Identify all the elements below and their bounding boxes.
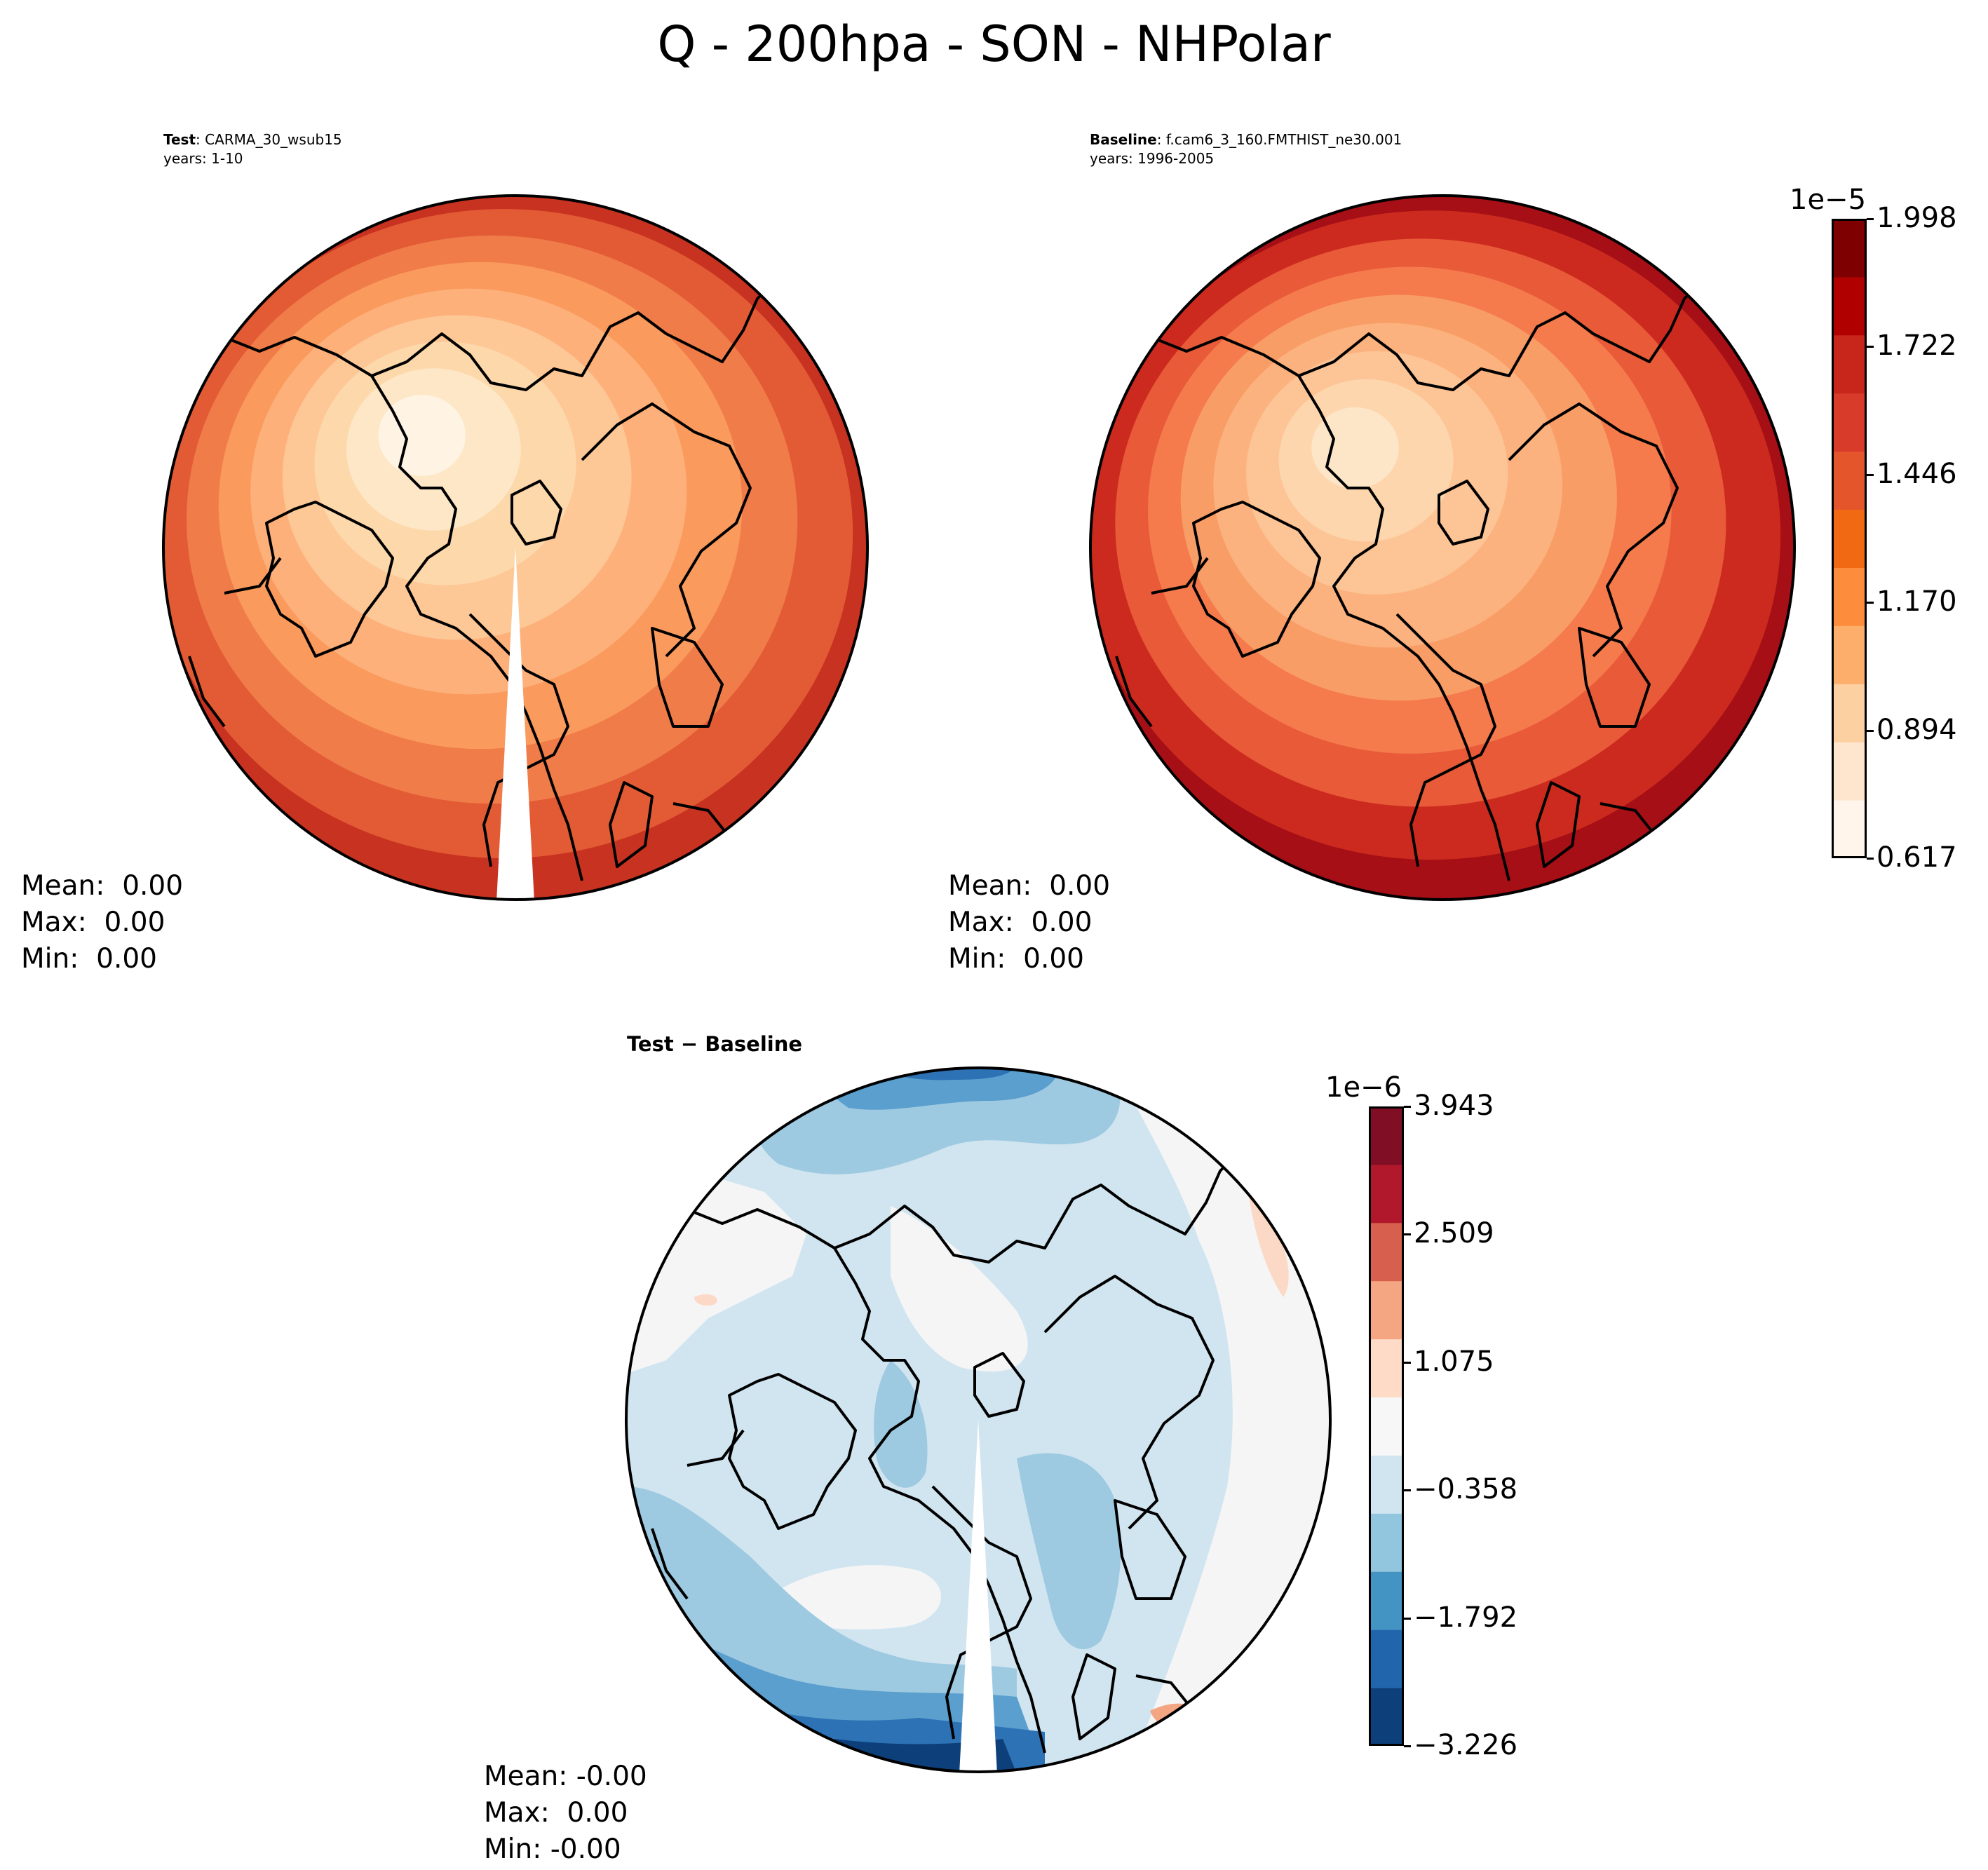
baseline-max: Max: 0.00: [948, 907, 1093, 938]
diff-mean: Mean: -0.00: [484, 1761, 647, 1792]
top-colorbar-tick-label: 0.894: [1877, 713, 1957, 746]
top-colorbar-swatch: [1832, 800, 1867, 858]
test-panel-label: Test: CARMA_30_wsub15: [163, 130, 342, 149]
top-colorbar-swatch: [1832, 276, 1867, 336]
diff-map-border: [625, 1066, 1332, 1773]
bottom-colorbar-swatch: [1369, 1630, 1404, 1688]
bottom-colorbar-tick-label: −0.358: [1414, 1473, 1518, 1506]
bottom-colorbar-tick-mark: [1404, 1745, 1411, 1747]
top-colorbar-tick-mark: [1867, 858, 1874, 860]
test-min: Min: 0.00: [21, 943, 157, 975]
bottom-colorbar-tick-label: 1.075: [1414, 1345, 1494, 1378]
test-max: Max: 0.00: [21, 907, 165, 938]
bottom-colorbar-swatch: [1369, 1339, 1404, 1398]
top-colorbar-swatch: [1832, 742, 1867, 801]
baseline-map-border: [1089, 194, 1796, 901]
diff-panel-title: Test − Baseline: [627, 1032, 803, 1056]
diff-max: Max: 0.00: [484, 1797, 628, 1829]
bottom-colorbar-swatch: [1369, 1397, 1404, 1456]
test-contour-band: [378, 395, 466, 476]
figure-title: Q - 200hpa - SON - NHPolar: [657, 15, 1331, 73]
top-colorbar-swatch: [1832, 219, 1867, 278]
bottom-colorbar-swatch: [1369, 1571, 1404, 1630]
top-colorbar-swatch: [1832, 509, 1867, 568]
top-colorbar-swatch: [1832, 451, 1867, 510]
baseline-coastlines: [1115, 262, 1728, 881]
top-colorbar-tick-mark: [1867, 729, 1874, 732]
bottom-colorbar-swatch: [1369, 1280, 1404, 1340]
top-colorbar-swatch: [1832, 393, 1867, 452]
test-contour-field: [163, 196, 867, 900]
bottom-colorbar-tick-mark: [1404, 1361, 1411, 1364]
bottom-colorbar-tick-label: −3.226: [1414, 1729, 1518, 1761]
diff-min: Min: -0.00: [484, 1834, 621, 1865]
test-missing-wedge: [496, 548, 534, 902]
top-colorbar-swatch: [1832, 567, 1867, 626]
bottom-colorbar: [1369, 1106, 1404, 1746]
test-stats: Mean: 0.00 Max: 0.00 Min: 0.00: [21, 868, 183, 977]
test-label-bold: Test: [163, 131, 196, 148]
bottom-colorbar-tick-mark: [1404, 1233, 1411, 1236]
baseline-contour-band: [1311, 407, 1399, 489]
top-colorbar-tick-mark: [1867, 218, 1874, 220]
bottom-colorbar-swatch: [1369, 1455, 1404, 1514]
top-colorbar-tick-mark: [1867, 473, 1874, 476]
top-colorbar-tick-mark: [1867, 602, 1874, 604]
baseline-label-bold: Baseline: [1090, 131, 1157, 148]
bottom-colorbar-exponent: 1e−6: [1325, 1071, 1402, 1104]
top-colorbar-tick-label: 1.722: [1877, 330, 1957, 363]
top-colorbar-swatch: [1832, 625, 1867, 684]
diff-missing-wedge: [959, 1420, 997, 1774]
top-colorbar-swatch: [1832, 334, 1867, 394]
test-polar-map: [162, 194, 869, 902]
test-label-name: : CARMA_30_wsub15: [196, 131, 342, 148]
baseline-min: Min: 0.00: [948, 943, 1084, 975]
bottom-colorbar-tick-label: 2.509: [1414, 1217, 1494, 1250]
top-colorbar-swatch: [1832, 684, 1867, 743]
top-colorbar-tick-label: 1.446: [1877, 457, 1957, 490]
diff-stats: Mean: -0.00 Max: 0.00 Min: -0.00: [484, 1759, 647, 1868]
test-years: years: 1-10: [163, 150, 243, 167]
test-coastlines: [188, 262, 801, 881]
bottom-colorbar-tick-mark: [1404, 1617, 1411, 1620]
baseline-polar-map: [1089, 194, 1796, 901]
baseline-label-name: : f.cam6_3_160.FMTHIST_ne30.001: [1156, 131, 1402, 148]
baseline-years: years: 1996-2005: [1090, 150, 1215, 167]
test-mean: Mean: 0.00: [21, 870, 184, 902]
bottom-colorbar-tick-label: 3.943: [1414, 1090, 1494, 1122]
top-colorbar-tick-label: 1.170: [1877, 585, 1957, 618]
bottom-colorbar-swatch: [1369, 1106, 1404, 1165]
baseline-stats: Mean: 0.00 Max: 0.00 Min: 0.00: [948, 868, 1110, 977]
bottom-colorbar-tick-label: −1.792: [1414, 1601, 1518, 1634]
top-colorbar-exponent: 1e−5: [1790, 184, 1867, 216]
bottom-colorbar-tick-mark: [1404, 1106, 1411, 1108]
top-colorbar-tick-label: 0.617: [1877, 841, 1957, 874]
bottom-colorbar-tick-mark: [1404, 1489, 1411, 1492]
top-colorbar-tick-label: 1.998: [1877, 202, 1957, 234]
test-map-border: [162, 194, 869, 901]
top-colorbar: [1832, 219, 1867, 858]
bottom-colorbar-swatch: [1369, 1513, 1404, 1572]
top-colorbar-tick-mark: [1867, 346, 1874, 348]
diff-polar-map: [625, 1066, 1332, 1774]
bottom-colorbar-swatch: [1369, 1222, 1404, 1282]
bottom-colorbar-swatch: [1369, 1164, 1404, 1224]
baseline-contour-field: [1090, 196, 1794, 900]
baseline-panel-label: Baseline: f.cam6_3_160.FMTHIST_ne30.001: [1090, 130, 1402, 149]
baseline-mean: Mean: 0.00: [948, 870, 1111, 902]
bottom-colorbar-swatch: [1369, 1688, 1404, 1746]
